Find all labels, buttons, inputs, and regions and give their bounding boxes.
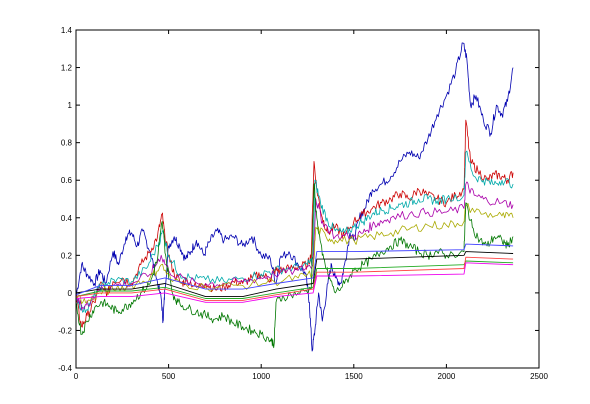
y-axis: -0.4 -0.2 0 0.2 0.4 0.6 0.8 1 1.2 1.4 [58, 26, 539, 373]
series-line-7 [75, 243, 514, 296]
x-axis: 0 500 1000 1500 2000 2500 [74, 30, 548, 381]
x-tick-label: 500 [162, 372, 176, 381]
series-line-6 [75, 251, 514, 298]
series-line-8 [75, 260, 514, 299]
y-tick-label: 1 [68, 101, 73, 110]
series-line-3 [75, 181, 514, 311]
x-tick-label: 2500 [530, 372, 548, 381]
x-tick-label: 1500 [345, 372, 363, 381]
series-layer [75, 42, 514, 352]
y-tick-label: -0.4 [58, 364, 72, 373]
y-tick-label: 1.4 [61, 26, 73, 35]
series-line-10 [75, 262, 514, 303]
y-tick-label: 0.4 [61, 214, 73, 223]
y-tick-label: 1.2 [61, 64, 73, 73]
x-tick-label: 0 [74, 372, 79, 381]
y-tick-label: -0.2 [58, 326, 72, 335]
series-line-4 [75, 203, 514, 305]
plot-area [76, 30, 539, 368]
y-tick-label: 0.6 [61, 176, 73, 185]
y-tick-label: 0.2 [61, 251, 73, 260]
series-line-5 [75, 183, 514, 349]
x-tick-label: 2000 [438, 372, 456, 381]
series-line-2 [75, 150, 514, 313]
axes-box [75, 29, 540, 369]
series-line-0 [75, 42, 514, 352]
x-tick-label: 1000 [252, 372, 270, 381]
y-tick-label: 0 [68, 289, 73, 298]
series-line-9 [75, 256, 514, 301]
y-tick-label: 0.8 [61, 139, 73, 148]
